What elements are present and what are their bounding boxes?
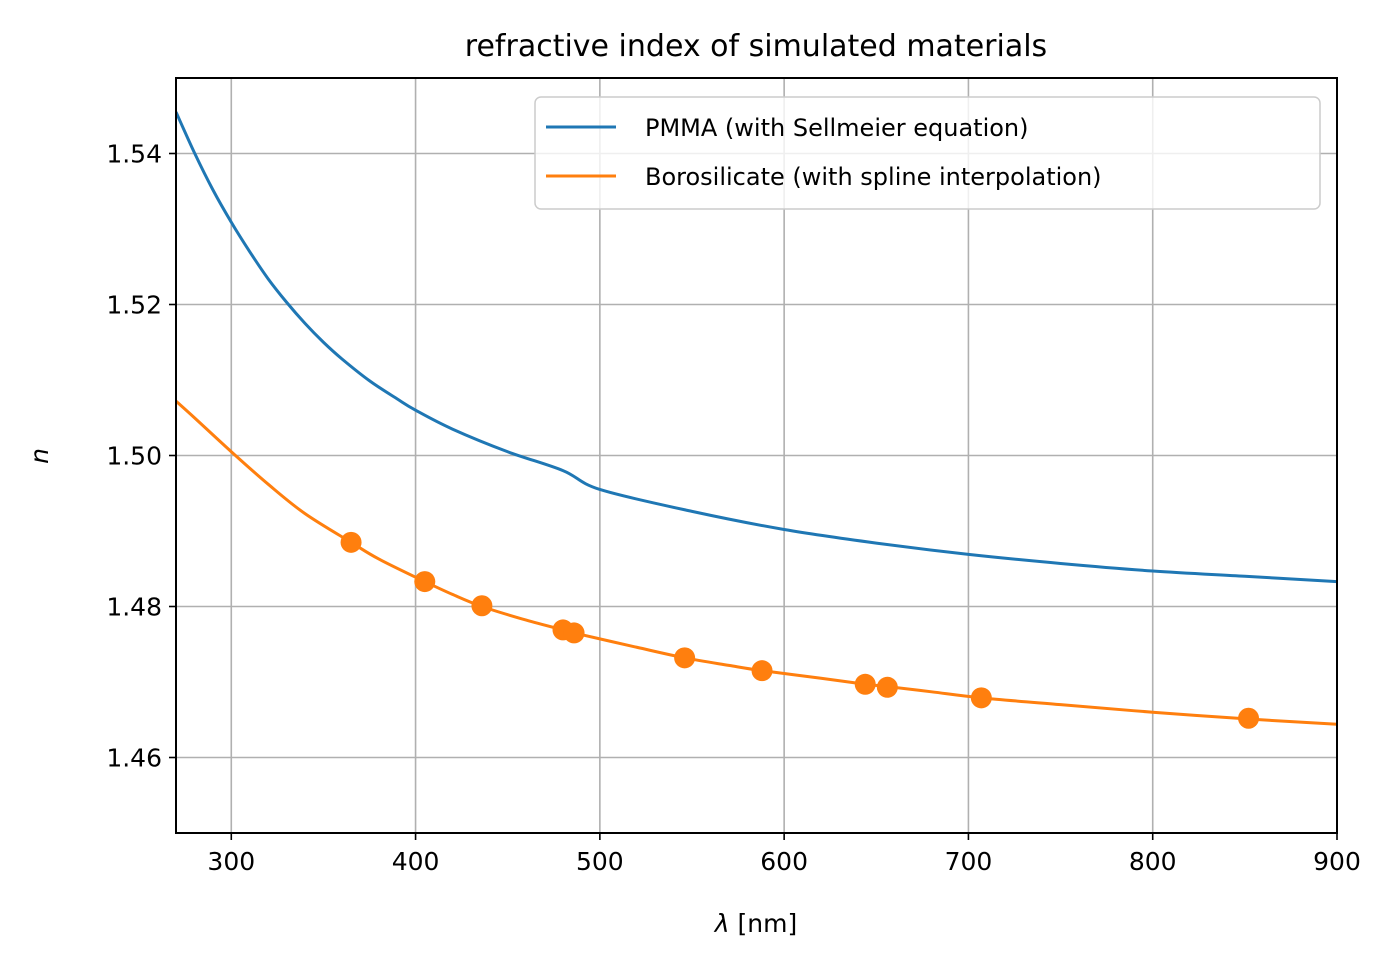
x-tick-label: 800: [1129, 847, 1177, 876]
borosilicate-data-point: [471, 595, 493, 617]
legend-label-borosilicate: Borosilicate (with spline interpolation): [645, 163, 1102, 191]
legend-box: [534, 96, 1321, 210]
y-tick-label: 1.50: [106, 442, 162, 471]
x-tick-label: 900: [1313, 847, 1361, 876]
borosilicate-curve: [176, 400, 1337, 726]
x-tick-label: 300: [207, 847, 255, 876]
x-tick-label: 700: [945, 847, 993, 876]
legend: PMMA (with Sellmeier equation) Borosilic…: [534, 96, 1321, 210]
x-tick-label: 400: [392, 847, 440, 876]
y-tick-label: 1.54: [106, 140, 162, 169]
x-tick-label: 500: [576, 847, 624, 876]
borosilicate-data-point: [1238, 707, 1260, 729]
x-axis-label-unit: [nm]: [738, 909, 798, 938]
y-axis-label: n: [25, 448, 54, 464]
y-tick-label: 1.46: [106, 744, 162, 773]
y-tick-label: 1.48: [106, 593, 162, 622]
borosilicate-data-point: [751, 660, 773, 682]
x-axis-label-unit-space: [730, 909, 738, 938]
borosilicate-data-point: [340, 531, 362, 553]
borosilicate-data-point: [876, 676, 898, 698]
borosilicate-data-point: [854, 673, 876, 695]
borosilicate-data-point: [674, 647, 696, 669]
borosilicate-data-point: [563, 622, 585, 644]
x-tick-label: 600: [760, 847, 808, 876]
y-tick-label: 1.52: [106, 291, 162, 320]
chart-title: refractive index of simulated materials: [465, 29, 1047, 64]
x-axis-label-symbol: λ: [713, 909, 730, 938]
ticks: 300 400 500 600 700 800 900 1.46 1.48 1.50 1.52 1.5…: [106, 140, 1361, 877]
series-layer: [176, 111, 1337, 729]
borosilicate-data-point: [414, 571, 436, 593]
borosilicate-data-point: [970, 687, 992, 709]
x-axis-label: λ [nm]: [713, 909, 797, 938]
pmma-curve: [176, 111, 1337, 584]
plot-frame: [175, 77, 1338, 834]
legend-label-pmma: PMMA (with Sellmeier equation): [645, 114, 1029, 142]
